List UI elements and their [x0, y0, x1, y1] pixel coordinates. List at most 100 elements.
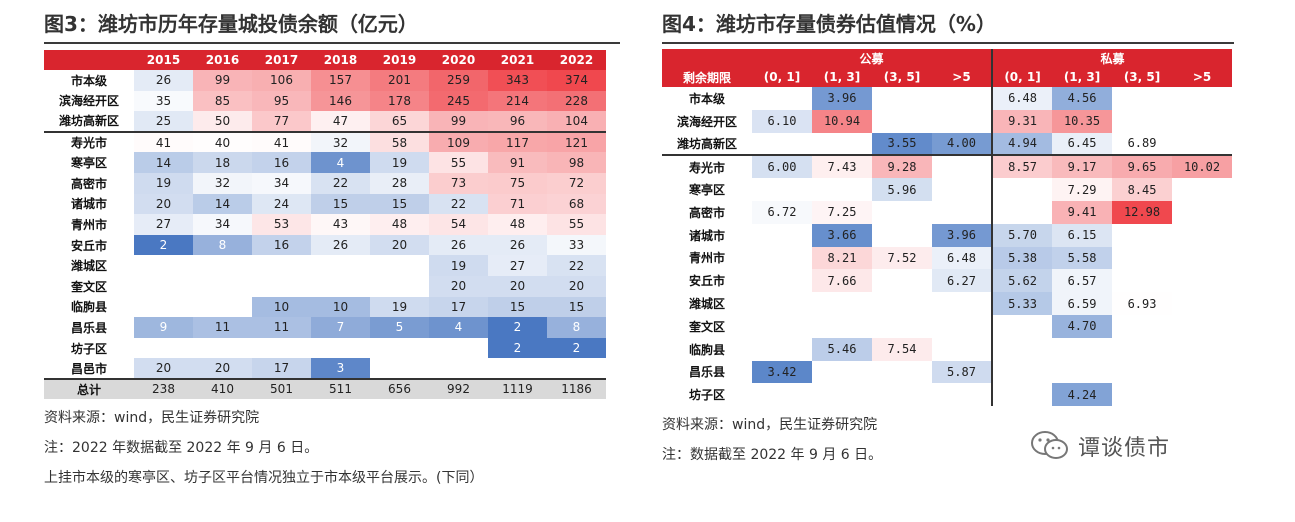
value-cell	[429, 358, 488, 379]
value-cell	[311, 338, 370, 359]
table-row: 昌乐县 9 11 11 7 5 4 2 8	[44, 317, 606, 338]
value-cell: 117	[488, 130, 547, 153]
value-cell: 34	[193, 214, 252, 235]
value-cell: 19	[370, 152, 429, 173]
value-cell: 43	[311, 214, 370, 235]
valuation-cell	[1172, 201, 1232, 224]
table-row: 诸城市 20 14 24 15 15 22 71 68	[44, 193, 606, 215]
term-bucket-header: (3, 5]	[872, 67, 932, 87]
row-label: 高密市	[688, 205, 725, 220]
valuation-cell	[752, 269, 812, 292]
total-cell: 511	[311, 377, 370, 399]
value-cell: 245	[429, 90, 488, 112]
valuation-cell: 5.38	[991, 246, 1053, 270]
value-cell: 201	[370, 70, 429, 91]
valuation-cell: 9.28	[872, 154, 932, 179]
value-cell: 72	[547, 172, 606, 194]
value-cell: 7	[311, 317, 370, 338]
valuation-cell	[1112, 338, 1172, 361]
row-label: 临朐县	[688, 342, 725, 357]
value-cell: 20	[193, 358, 252, 379]
value-cell: 19	[134, 172, 193, 194]
valuation-cell: 5.33	[991, 292, 1053, 315]
value-cell: 25	[134, 111, 193, 132]
row-label: 寒亭区	[70, 156, 107, 171]
valuation-cell	[812, 315, 872, 338]
table-row: 临朐县 10 10 19 17 15 15	[44, 296, 606, 318]
table-row: 昌乐县 3.42 5.87	[662, 360, 1232, 384]
value-cell: 19	[429, 255, 488, 276]
valuation-cell: 4.94	[991, 132, 1053, 156]
valuation-cell	[932, 315, 992, 338]
value-cell: 14	[134, 152, 193, 173]
value-cell: 9	[134, 317, 193, 338]
valuation-cell: 6.48	[932, 246, 993, 270]
row-label: 潍城区	[70, 259, 107, 274]
valuation-cell	[812, 178, 872, 201]
value-cell: 50	[193, 111, 252, 132]
value-cell	[252, 338, 311, 359]
watermark-text: 谭谈债市	[1078, 436, 1171, 461]
table-row: 临朐县 5.46 7.54	[662, 337, 1232, 361]
total-cell: 238	[134, 377, 193, 399]
valuation-cell	[752, 224, 812, 247]
valuation-cell	[1112, 315, 1172, 338]
value-cell	[488, 358, 547, 379]
value-cell: 20	[488, 275, 547, 297]
table-row: 滨海经开区 35 85 95 146 178 245 214 228	[44, 90, 606, 112]
valuation-cell	[1172, 292, 1232, 315]
valuation-cell	[872, 269, 932, 292]
value-cell: 40	[193, 130, 252, 153]
valuation-cell	[932, 383, 992, 406]
value-cell: 32	[193, 172, 252, 194]
value-cell: 8	[547, 317, 606, 338]
year-header: 2017	[252, 50, 311, 70]
table-row: 诸城市 3.66 3.96 5.70 6.15	[662, 223, 1232, 247]
valuation-cell: 7.29	[1052, 178, 1113, 201]
value-cell	[311, 255, 370, 276]
value-cell: 20	[134, 193, 193, 215]
row-label: 潍坊高新区	[676, 136, 737, 151]
remaining-term-label: 剩余期限	[662, 67, 752, 87]
value-cell: 146	[311, 90, 370, 112]
valuation-cell	[872, 224, 932, 247]
value-cell: 15	[370, 193, 429, 215]
valuation-cell	[1172, 178, 1232, 201]
value-cell: 20	[134, 358, 193, 379]
valuation-cell	[932, 110, 992, 133]
value-cell: 53	[252, 214, 311, 235]
row-label: 滨海经开区	[58, 94, 119, 109]
valuation-cell: 6.45	[1052, 132, 1113, 156]
valuation-cell: 4.24	[1052, 383, 1113, 407]
valuation-cell: 10.02	[1172, 154, 1233, 179]
valuation-cell	[872, 201, 932, 224]
value-cell	[252, 255, 311, 276]
valuation-cell	[1112, 87, 1172, 110]
row-label: 寿光市	[44, 130, 134, 153]
row-label: 潍城区	[688, 297, 725, 312]
value-cell: 27	[134, 214, 193, 235]
valuation-cell	[1172, 133, 1232, 156]
valuation-cell	[752, 87, 812, 110]
value-cell: 5	[370, 317, 429, 338]
row-label: 坊子区	[688, 388, 725, 403]
valuation-cell	[812, 292, 872, 315]
value-cell: 96	[488, 111, 547, 132]
value-cell: 214	[488, 90, 547, 112]
row-label: 潍坊高新区	[58, 114, 119, 129]
value-cell: 98	[547, 152, 606, 173]
valuation-cell: 6.89	[1112, 132, 1173, 156]
valuation-cell	[872, 383, 932, 406]
value-cell	[193, 338, 252, 359]
row-label: 奎文区	[688, 319, 725, 334]
value-cell: 2	[547, 337, 606, 359]
term-bucket-header: (3, 5]	[1112, 67, 1173, 87]
row-label: 诸城市	[688, 228, 725, 243]
value-cell: 106	[252, 70, 311, 91]
row-label: 高密市	[70, 176, 107, 191]
valuation-cell: 6.48	[991, 87, 1053, 110]
value-cell	[311, 276, 370, 297]
value-cell: 2	[488, 337, 547, 359]
valuation-cell: 12.98	[1112, 200, 1173, 224]
valuation-cell	[1172, 247, 1232, 270]
